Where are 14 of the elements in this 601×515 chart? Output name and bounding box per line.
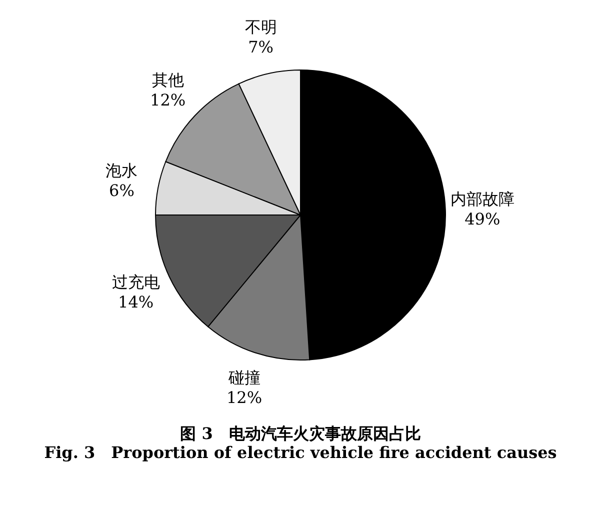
slice-label: 过充电 (112, 272, 160, 292)
data-label: 49% (464, 209, 500, 228)
text: Fig. 3 Proportion of electric vehicle fire accident causes (44, 443, 557, 462)
text: 图 3 电动汽车火灾事故原因占比 (180, 424, 421, 443)
slice-label: 泡水 (106, 160, 138, 180)
data-label: 12% (150, 90, 186, 110)
data-label: 12% (226, 388, 262, 408)
data-label: 7% (248, 37, 274, 56)
slice-label: 其他 (152, 70, 184, 90)
slice-label: 内部故障 (450, 189, 514, 208)
data-label: 6% (109, 180, 134, 200)
slice-label: 碰撞 (227, 368, 260, 388)
slice-label: 不明 (244, 17, 277, 36)
data-label: 14% (118, 292, 154, 312)
